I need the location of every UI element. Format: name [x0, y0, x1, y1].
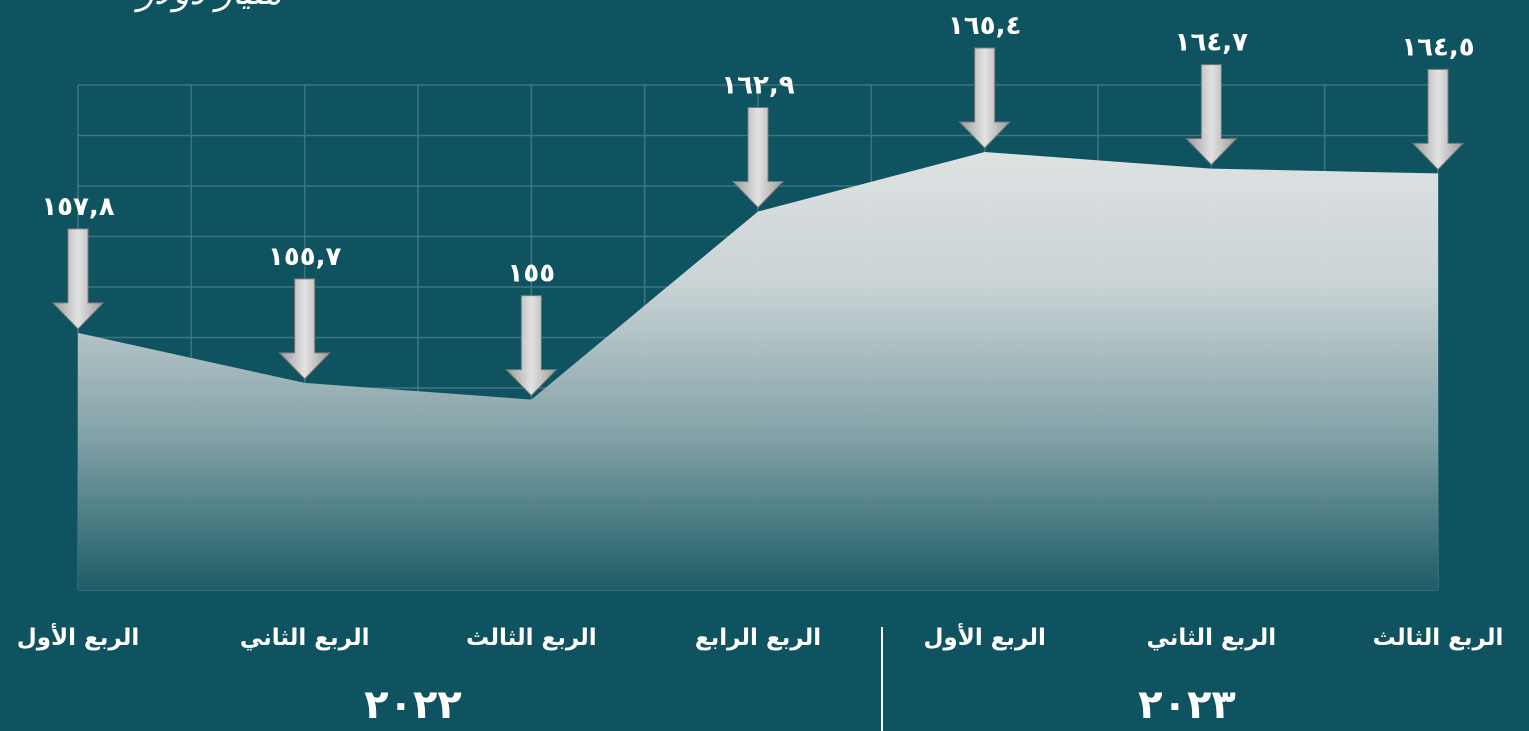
category-label: الربع الرابع	[695, 625, 821, 651]
category-label: الربع الأول	[923, 622, 1045, 651]
data-label: ١٦٢,٩	[721, 71, 794, 101]
unit-label: مليار دولار	[133, 0, 282, 13]
year-labels: ٢٠٢٢ ٢٠٢٣	[364, 682, 1236, 728]
down-arrow-icon	[731, 107, 785, 209]
data-label: ١٥٥,٧	[268, 242, 341, 272]
category-label: الربع الثالث	[466, 625, 597, 651]
year-label: ٢٠٢٢	[364, 682, 462, 728]
down-arrow-icon	[278, 278, 331, 380]
down-arrow-icon	[505, 295, 558, 397]
down-arrow-icon	[1411, 68, 1465, 171]
data-label: ١٦٤,٥	[1401, 32, 1474, 62]
area-layer	[78, 152, 1438, 590]
arrow-markers	[51, 47, 1465, 397]
down-arrow-icon	[1185, 64, 1238, 166]
data-label: ١٥٧,٨	[41, 192, 114, 222]
category-label: الربع الثاني	[240, 625, 370, 651]
category-labels: الربع الأول الربع الثاني الربع الثالث الربع…	[17, 622, 1504, 651]
category-label: الربع الثاني	[1147, 625, 1277, 651]
category-label: الربع الأول	[17, 622, 139, 651]
down-arrow-icon	[958, 47, 1011, 149]
data-label: ١٥٥	[508, 259, 556, 289]
data-label: ١٦٤,٧	[1175, 28, 1248, 58]
down-arrow-icon	[51, 228, 105, 330]
area-series	[78, 152, 1438, 590]
data-label: ١٦٥,٤	[948, 11, 1021, 41]
category-label: الربع الثالث	[1373, 625, 1504, 651]
year-label: ٢٠٢٣	[1138, 682, 1236, 728]
value-labels: ١٥٧,٨ ١٥٥,٧ ١٥٥ ١٦٢,٩ ١٦٥,٤ ١٦٤,٧ ١٦٤,٥	[41, 11, 1474, 289]
